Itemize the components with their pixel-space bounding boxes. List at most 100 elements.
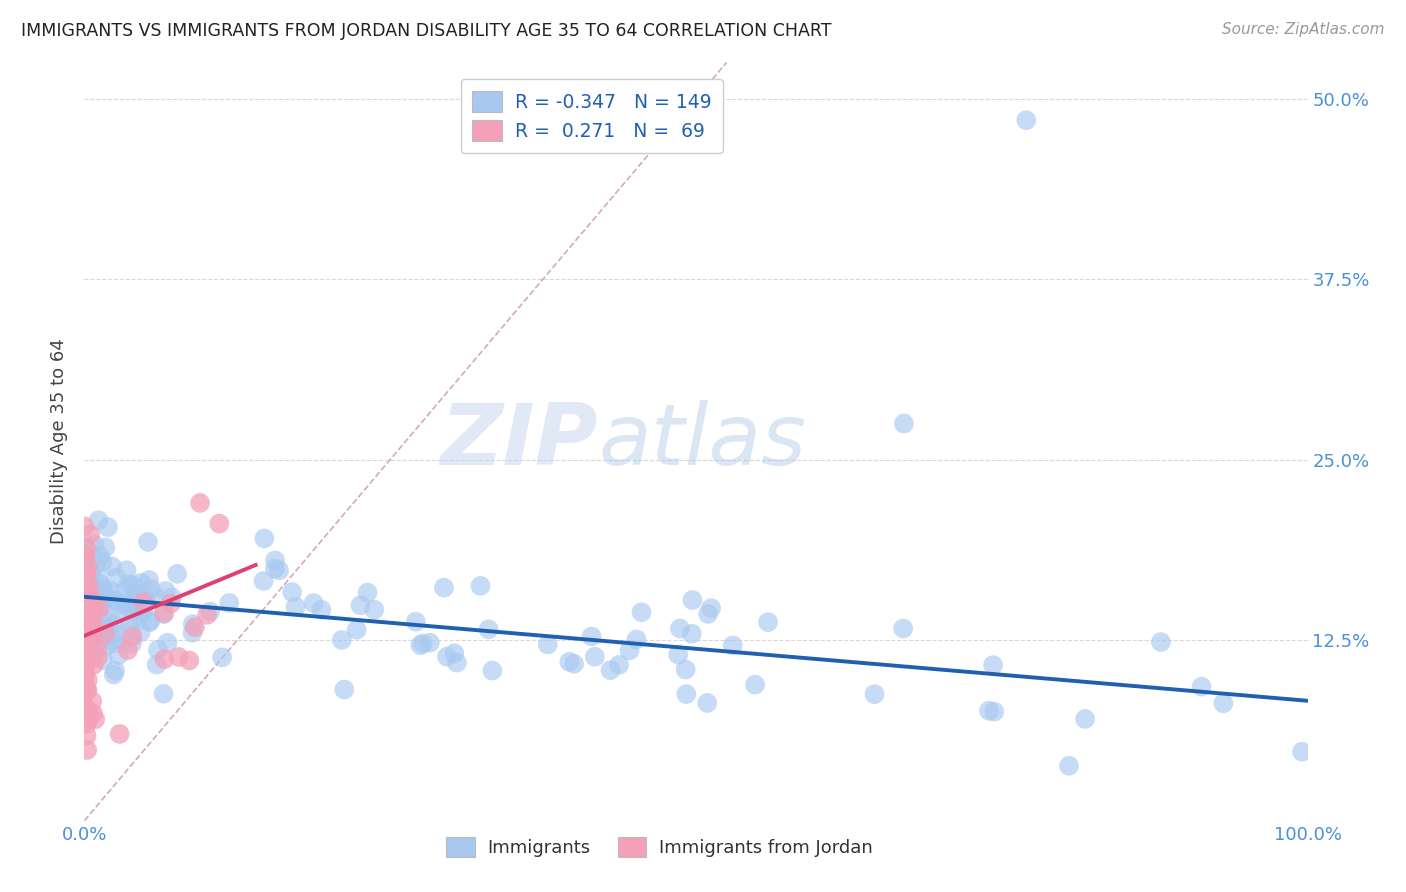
Point <box>75 624 97 638</box>
Point <box>155 584 177 599</box>
Point <box>73 548 96 562</box>
Point <box>79 567 101 582</box>
Point <box>581 630 603 644</box>
Point <box>77 583 100 598</box>
Point <box>89 587 111 601</box>
Point <box>558 655 581 669</box>
Point <box>75 701 97 715</box>
Point <box>100 559 122 574</box>
Point <box>77 590 100 604</box>
Point <box>104 664 127 678</box>
Point <box>91 653 114 667</box>
Point <box>76 608 98 623</box>
Point <box>562 657 585 671</box>
Point <box>77 641 100 656</box>
Point <box>104 632 127 647</box>
Point <box>117 643 139 657</box>
Point <box>73 619 96 633</box>
Point <box>79 593 101 607</box>
Point <box>117 577 139 591</box>
Point <box>152 606 174 620</box>
Point <box>114 596 136 610</box>
Point <box>94 591 117 606</box>
Point <box>160 591 183 605</box>
Point <box>84 615 107 630</box>
Point <box>264 553 287 567</box>
Point <box>118 616 141 631</box>
Point <box>75 667 97 681</box>
Point <box>405 615 427 629</box>
Point <box>76 640 98 654</box>
Point <box>599 663 621 677</box>
Point <box>139 582 162 596</box>
Point <box>89 602 111 616</box>
Point <box>188 496 211 510</box>
Point <box>76 559 98 574</box>
Point <box>84 624 107 639</box>
Point <box>86 641 108 656</box>
Point <box>73 678 96 692</box>
Point <box>82 694 104 708</box>
Point <box>136 535 159 549</box>
Point <box>356 585 378 599</box>
Point <box>120 596 142 610</box>
Point <box>267 563 290 577</box>
Point <box>443 646 465 660</box>
Point <box>436 649 458 664</box>
Point <box>80 622 103 636</box>
Point <box>721 639 744 653</box>
Point <box>76 683 98 698</box>
Point <box>75 540 97 554</box>
Point <box>96 639 118 653</box>
Point <box>77 592 100 607</box>
Point <box>100 583 122 598</box>
Point <box>80 615 103 629</box>
Text: ZIP: ZIP <box>440 400 598 483</box>
Point <box>156 636 179 650</box>
Point <box>87 573 110 587</box>
Point <box>146 642 169 657</box>
Legend: Immigrants, Immigrants from Jordan: Immigrants, Immigrants from Jordan <box>439 830 880 864</box>
Point <box>179 653 201 667</box>
Point <box>104 593 127 607</box>
Point <box>363 602 385 616</box>
Point <box>333 682 356 697</box>
Point <box>756 615 779 629</box>
Point <box>446 656 468 670</box>
Text: Source: ZipAtlas.com: Source: ZipAtlas.com <box>1222 22 1385 37</box>
Point <box>108 727 131 741</box>
Point <box>87 600 110 615</box>
Point <box>75 614 97 628</box>
Point <box>152 687 174 701</box>
Point <box>75 628 97 642</box>
Point <box>76 683 98 698</box>
Point <box>208 516 231 531</box>
Point <box>138 573 160 587</box>
Point <box>89 549 111 563</box>
Point <box>73 616 96 631</box>
Point <box>138 615 160 630</box>
Point <box>90 583 112 598</box>
Point <box>863 687 886 701</box>
Point <box>97 520 120 534</box>
Point <box>153 652 176 666</box>
Point <box>75 649 97 664</box>
Point <box>311 603 333 617</box>
Point <box>79 630 101 644</box>
Point <box>79 599 101 613</box>
Point <box>121 630 143 644</box>
Point <box>84 712 107 726</box>
Point <box>983 705 1005 719</box>
Point <box>537 638 560 652</box>
Point <box>184 620 207 634</box>
Point <box>94 541 117 555</box>
Point <box>77 713 100 727</box>
Point <box>75 629 97 643</box>
Point <box>94 627 117 641</box>
Point <box>75 565 97 579</box>
Point <box>419 635 441 649</box>
Point <box>470 579 492 593</box>
Point <box>166 566 188 581</box>
Point <box>75 549 97 564</box>
Point <box>159 597 181 611</box>
